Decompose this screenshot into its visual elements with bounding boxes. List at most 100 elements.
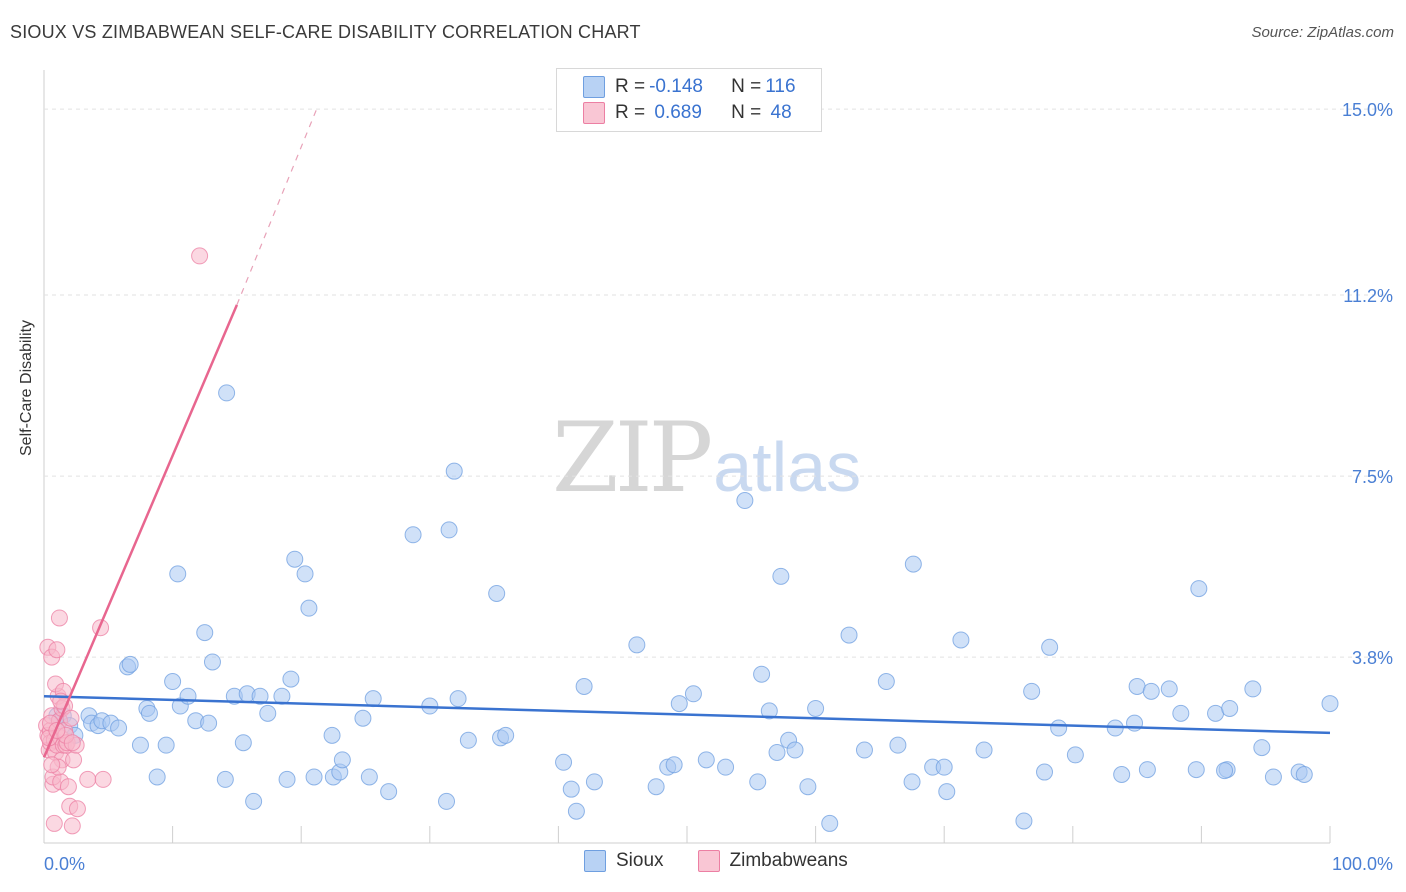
series-label-sioux: Sioux [616,850,664,871]
sioux-point [404,526,422,544]
watermark: ZIPatlas [552,402,861,514]
series-legend: Sioux Zimbabweans [584,850,848,872]
zimbabwean-point [62,709,80,727]
zimbabwean-point [68,800,86,818]
sioux-point [799,778,817,796]
zimbabwean-trend-line-extension [236,108,318,306]
legend-swatch-sioux [583,76,605,98]
sioux-point [1295,766,1313,784]
zimbabwean-point [65,751,83,769]
sioux-point [323,726,341,744]
legend-row-zimbabweans: R = 0.689 N = 48 [557,100,792,126]
sioux-point [140,704,158,722]
sioux-point [305,768,323,786]
y-axis-label: Self-Care Disability [18,319,35,456]
sioux-point [1172,704,1190,722]
sioux-point [807,699,825,717]
sioux-point [333,751,351,769]
x-tick-label: 100.0% [1332,854,1393,874]
sioux-point [1253,739,1271,757]
sioux-point [1050,719,1068,737]
sioux-point [1138,761,1156,779]
sioux-point [1187,761,1205,779]
sioux-point [736,492,754,510]
sioux-point [440,521,458,539]
zimbabwean-point [45,814,63,832]
sioux-point [877,673,895,691]
sioux-point [585,773,603,791]
sioux-point [665,756,683,774]
sioux-point [760,702,778,720]
sioux-point [772,567,790,585]
sioux-point [1041,638,1059,656]
zimbabwean-point [48,641,66,659]
zimbabwean-point [59,778,77,796]
legend-r-label: R = [615,76,646,97]
sioux-point [110,719,128,737]
sioux-point [935,758,953,776]
sioux-point [1066,746,1084,764]
sioux-trend-line [43,694,1331,735]
sioux-point [855,741,873,759]
sioux-point [684,685,702,703]
sioux-point [131,736,149,754]
sioux-point [286,550,304,568]
legend-row-sioux: R = -0.148 N = 116 [557,74,796,100]
sioux-point [179,687,197,705]
sioux-point [282,670,300,688]
sioux-point [903,773,921,791]
sioux-point [768,743,786,761]
zimbabwean-point [79,770,97,788]
zimbabwean-point [63,817,81,835]
series-label-zimbabweans: Zimbabweans [729,850,848,871]
sioux-point [647,778,665,796]
sioux-point [296,565,314,583]
sioux-point [749,773,767,791]
zimbabwean-point [94,770,112,788]
sioux-point [438,792,456,810]
sioux-point [459,731,477,749]
sioux-point [1190,580,1208,598]
y-tick-label: 7.5% [1352,467,1393,487]
sioux-point [216,770,234,788]
legend-n-label: N = [731,76,762,97]
source-credit: Source: ZipAtlas.com [1251,24,1394,41]
sioux-point [278,770,296,788]
watermark-zip: ZIP [552,402,713,514]
sioux-point [200,714,218,732]
sioux-point [952,631,970,649]
sioux-point [889,736,907,754]
sioux-point [840,626,858,644]
sioux-point [1207,704,1225,722]
sioux-point [121,655,139,673]
legend-n-value: 48 [765,102,792,123]
sioux-point [1128,677,1146,695]
sioux-point [497,726,515,744]
sioux-point [975,741,993,759]
y-tick-label: 11.2% [1343,286,1393,306]
legend-swatch-zimbabweans [583,102,605,124]
sioux-point [300,599,318,617]
y-tick-label: 3.8% [1352,648,1393,668]
zimbabwean-point [50,609,68,627]
sioux-point [1036,763,1054,781]
sioux-point [717,758,735,776]
sioux-point [1160,680,1178,698]
sioux-point [157,736,175,754]
sioux-point [169,565,187,583]
sioux-point [575,677,593,695]
x-tick-label: 0.0% [44,854,85,874]
sioux-point [555,753,573,771]
sioux-point [1113,766,1131,784]
sioux-point [164,673,182,691]
watermark-atlas: atlas [713,428,862,506]
sioux-point [259,704,277,722]
sioux-point [567,802,585,820]
sioux-point [488,584,506,602]
sioux-point [234,734,252,752]
sioux-point [360,768,378,786]
series-swatch-sioux [584,850,606,872]
sioux-point [354,709,372,727]
zimbabwean-point [43,756,61,774]
